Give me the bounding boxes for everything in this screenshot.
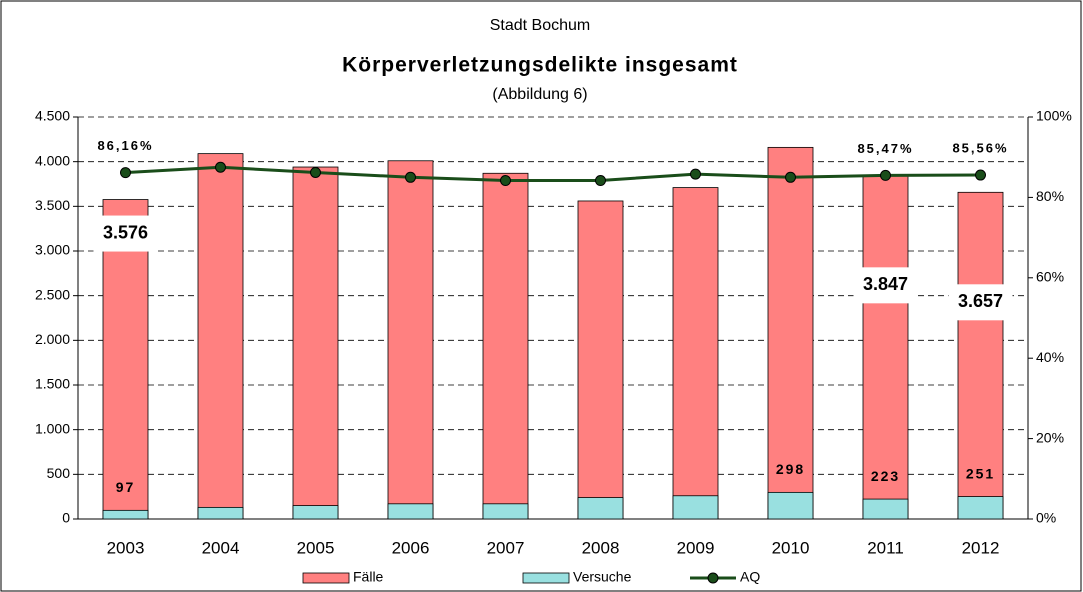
line-marker	[215, 161, 226, 173]
x-tick-label: 2008	[582, 538, 620, 557]
bar	[102, 509, 149, 520]
x-tick-label: 2004	[202, 538, 240, 557]
data-label-box	[853, 267, 918, 304]
bar	[577, 497, 624, 520]
x-tick-label: 2012	[962, 538, 1000, 557]
bar	[862, 498, 909, 520]
chart-title: Körperverletzungsdelikte insgesamt	[342, 54, 738, 77]
line-marker	[120, 167, 131, 179]
data-label: 3.576	[103, 222, 148, 242]
line-marker	[405, 171, 416, 183]
line-marker	[310, 166, 321, 178]
x-tick-label: 2003	[107, 538, 145, 557]
legend-swatch	[302, 572, 350, 584]
y-tick-label: 2.000	[35, 331, 70, 347]
data-label: 298	[776, 461, 805, 477]
chart-supertitle: Stadt Bochum	[490, 17, 591, 34]
bar	[957, 191, 1004, 520]
bar	[292, 505, 339, 520]
y-tick-label: 3.500	[35, 197, 70, 213]
x-tick-label: 2006	[392, 538, 430, 557]
y-tick-label: 0	[62, 510, 70, 526]
y-tick-label: 2.500	[35, 286, 70, 302]
line-marker	[690, 168, 701, 180]
bar	[482, 172, 529, 520]
line-marker	[880, 169, 891, 181]
y-tick-label: 4.000	[35, 152, 70, 168]
bar	[292, 166, 339, 520]
data-label: 86,16%	[97, 138, 153, 153]
bar	[197, 153, 244, 520]
bar	[862, 174, 909, 520]
y-tick-label: 4.500	[35, 108, 70, 124]
y-tick-label: 3.000	[35, 242, 70, 258]
bar	[387, 160, 434, 520]
bar	[577, 200, 624, 520]
legend-label: Fälle	[353, 569, 384, 585]
bar	[387, 503, 434, 520]
bar	[197, 506, 244, 520]
y2-tick-label: 100%	[1036, 108, 1072, 124]
y-tick-label: 1.000	[35, 420, 70, 436]
data-label: 3.847	[863, 274, 908, 294]
y2-tick-label: 40%	[1036, 349, 1064, 365]
legend-label: AQ	[740, 569, 760, 585]
line-marker	[595, 175, 606, 187]
y-tick-label: 1.500	[35, 376, 70, 392]
x-tick-label: 2010	[772, 538, 810, 557]
line-marker	[500, 175, 511, 187]
data-label: 85,47%	[857, 141, 913, 156]
legend-label: Versuche	[573, 569, 632, 585]
y2-tick-label: 80%	[1036, 188, 1064, 204]
x-tick-label: 2005	[297, 538, 335, 557]
data-label-box	[948, 284, 1013, 321]
chart-subtitle: (Abbildung 6)	[492, 86, 587, 103]
bar	[957, 496, 1004, 520]
bar	[672, 495, 719, 520]
bar	[672, 187, 719, 520]
data-label: 251	[966, 465, 995, 481]
legend-swatch	[522, 572, 570, 584]
line	[125, 165, 981, 183]
y2-tick-label: 0%	[1036, 510, 1056, 526]
x-tick-label: 2011	[867, 538, 904, 557]
y2-tick-label: 20%	[1036, 429, 1064, 445]
data-label: 97	[116, 479, 136, 495]
x-tick-label: 2009	[677, 538, 715, 557]
line-marker	[975, 169, 986, 181]
line-marker	[785, 171, 796, 183]
data-label: 3.657	[958, 291, 1003, 311]
data-label: 85,56%	[952, 140, 1008, 155]
y2-tick-label: 60%	[1036, 269, 1064, 285]
bar	[482, 503, 529, 520]
x-tick-label: 2007	[487, 538, 525, 557]
bar	[767, 491, 814, 520]
legend-swatch-marker	[707, 572, 719, 584]
data-label: 223	[871, 468, 900, 484]
y-tick-label: 500	[47, 465, 71, 481]
data-label-box	[93, 215, 158, 252]
